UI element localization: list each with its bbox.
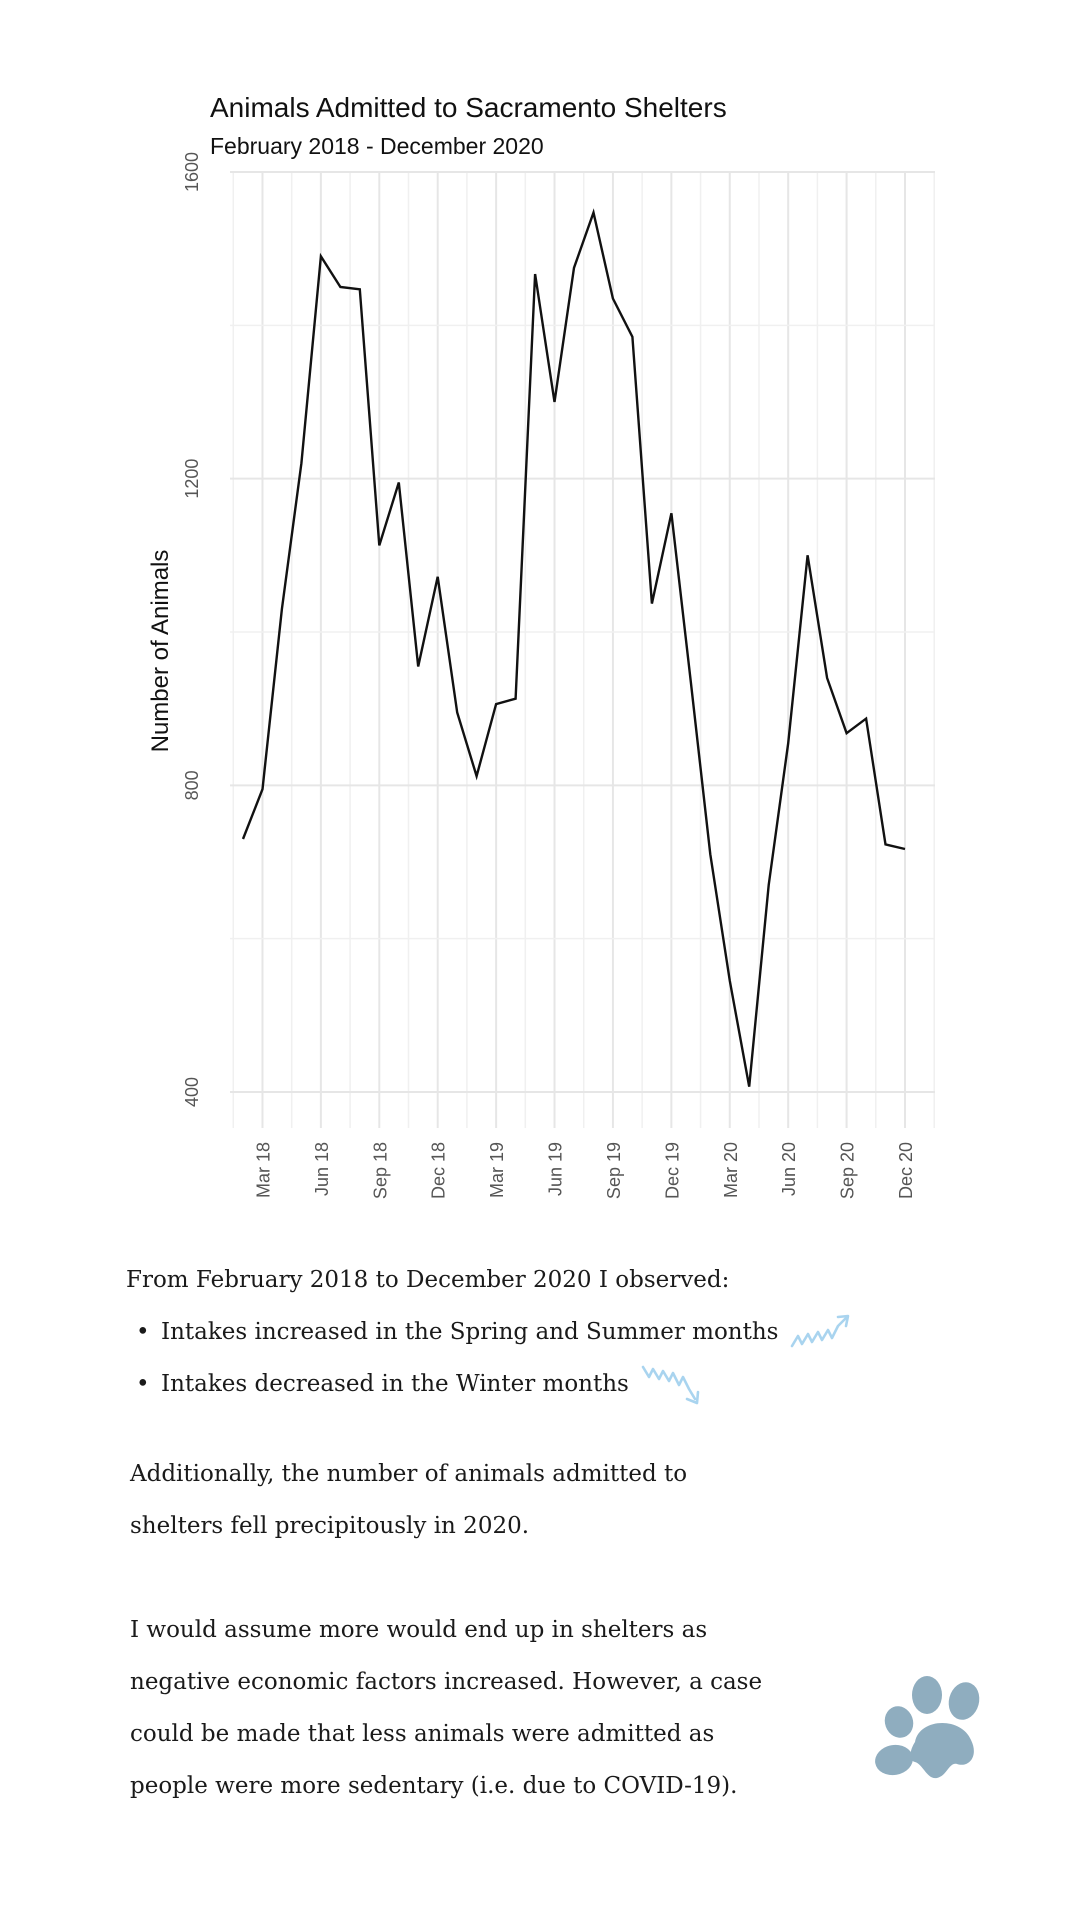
x-tick-label: Dec 19 xyxy=(662,1142,682,1199)
y-tick-label: 400 xyxy=(182,1077,202,1107)
chart-grid xyxy=(230,171,935,1128)
list-item: Intakes decreased in the Winter months xyxy=(126,1358,852,1410)
paragraph-assumption: I would assume more would end up in shel… xyxy=(130,1604,850,1812)
x-tick-label: Mar 18 xyxy=(253,1142,273,1198)
y-tick-label: 1200 xyxy=(182,459,202,499)
y-tick-label: 1600 xyxy=(182,152,202,192)
x-tick-label: Dec 20 xyxy=(896,1142,916,1199)
paragraph-decline-2020: Additionally, the number of animals admi… xyxy=(130,1448,850,1552)
series-line xyxy=(241,208,906,1087)
paragraph-line: negative economic factors increased. How… xyxy=(130,1669,763,1695)
bullet-text-decrease: Intakes decreased in the Winter months xyxy=(161,1371,629,1397)
y-axis-label: Number of Animals xyxy=(147,550,174,753)
x-tick-label: Dec 18 xyxy=(429,1142,449,1199)
y-tick-label: 800 xyxy=(182,770,202,800)
x-tick-label: Mar 19 xyxy=(487,1142,507,1198)
zigzag-down-arrow-icon xyxy=(641,1365,700,1405)
paragraph-line: people were more sedentary (i.e. due to … xyxy=(130,1773,738,1799)
y-axis-ticks: 400 800 1200 1600 xyxy=(182,152,202,1107)
chart-subtitle: February 2018 - December 2020 xyxy=(210,133,544,159)
paw-print-icon xyxy=(875,1676,980,1779)
x-tick-label: Jun 19 xyxy=(546,1142,566,1196)
x-tick-label: Jun 20 xyxy=(779,1142,799,1196)
observation-list: Intakes increased in the Spring and Summ… xyxy=(126,1306,852,1410)
x-tick-label: Sep 20 xyxy=(838,1142,858,1199)
paragraph-line: could be made that less animals were adm… xyxy=(130,1721,715,1747)
bullet-text-increase: Intakes increased in the Spring and Summ… xyxy=(161,1319,779,1345)
paragraph-line: Additionally, the number of animals admi… xyxy=(130,1461,688,1487)
paragraph-line: I would assume more would end up in shel… xyxy=(130,1617,708,1643)
line-chart: Animals Admitted to Sacramento Shelters … xyxy=(147,92,935,1199)
paragraph-line: shelters fell precipitously in 2020. xyxy=(130,1513,530,1539)
chart-title: Animals Admitted to Sacramento Shelters xyxy=(210,92,727,123)
list-item: Intakes increased in the Spring and Summ… xyxy=(126,1306,852,1358)
observation-intro: From February 2018 to December 2020 I ob… xyxy=(126,1267,730,1293)
x-tick-label: Sep 19 xyxy=(604,1142,624,1199)
x-tick-label: Mar 20 xyxy=(721,1142,741,1198)
x-tick-label: Sep 18 xyxy=(370,1142,390,1199)
zigzag-up-arrow-icon xyxy=(791,1314,850,1348)
x-axis-ticks: Mar 18 Jun 18 Sep 18 Dec 18 Mar 19 Jun 19 Sep … xyxy=(253,1142,916,1199)
x-tick-label: Jun 18 xyxy=(312,1142,332,1196)
